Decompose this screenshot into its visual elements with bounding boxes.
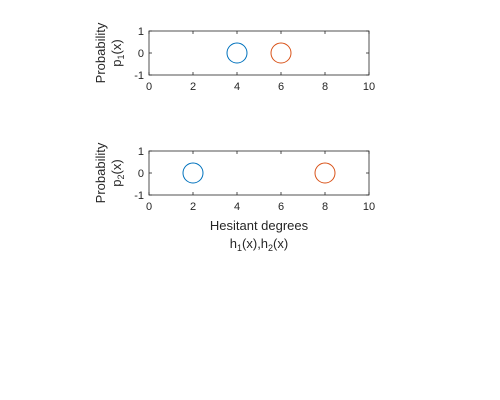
subplot-1-xtick-label: 8 — [322, 81, 328, 93]
subplot-2-point-2 — [314, 162, 336, 184]
subplot-2-xlabel-line2: h1(x),h2(x) — [230, 236, 288, 253]
subplot-1-ytick-label: 1 — [138, 26, 144, 38]
subplot-1-point-2 — [270, 42, 292, 64]
subplot-1-xtick-label: 2 — [190, 81, 196, 93]
subplot-1-ylabel-line2: p1(x) — [109, 39, 126, 66]
subplot-2-xtick-label: 0 — [146, 201, 152, 213]
subplot-1-ylabel: Probability — [93, 22, 108, 83]
subplot-1-xtick-label: 4 — [234, 81, 240, 93]
subplot-2-xtick-label: 8 — [322, 201, 328, 213]
subplot-2-ylabel: Probability — [93, 142, 108, 203]
subplot-1-marks — [226, 42, 292, 64]
subplot-1-xtick-label: 0 — [146, 81, 152, 93]
subplot-2-ylabel-line2: p2(x) — [109, 159, 126, 186]
subplot-1-ytick-label: -1 — [134, 70, 144, 82]
subplot-2-xtick-label: 10 — [363, 201, 375, 213]
subplot-2-point-1 — [182, 162, 204, 184]
subplot-2-xtick-label: 4 — [234, 201, 240, 213]
subplot-1-xtick-label: 10 — [363, 81, 375, 93]
subplot-2-ytick-label: -1 — [134, 190, 144, 202]
subplot-2-ytick-label: 0 — [138, 168, 144, 180]
subplot-1-axes-box — [148, 30, 370, 76]
subplot-2-marks — [182, 162, 336, 184]
subplot-2-xlabel: Hesitant degrees — [210, 218, 309, 233]
subplot-1-ytick-label: 0 — [138, 48, 144, 60]
subplot-2-xtick-label: 2 — [190, 201, 196, 213]
subplot-2-ytick-label: 1 — [138, 146, 144, 158]
subplot-1-point-1 — [226, 42, 248, 64]
subplot-2-xtick-label: 6 — [278, 201, 284, 213]
subplot-1-xtick-label: 6 — [278, 81, 284, 93]
subplot-2-axes-box — [148, 150, 370, 196]
